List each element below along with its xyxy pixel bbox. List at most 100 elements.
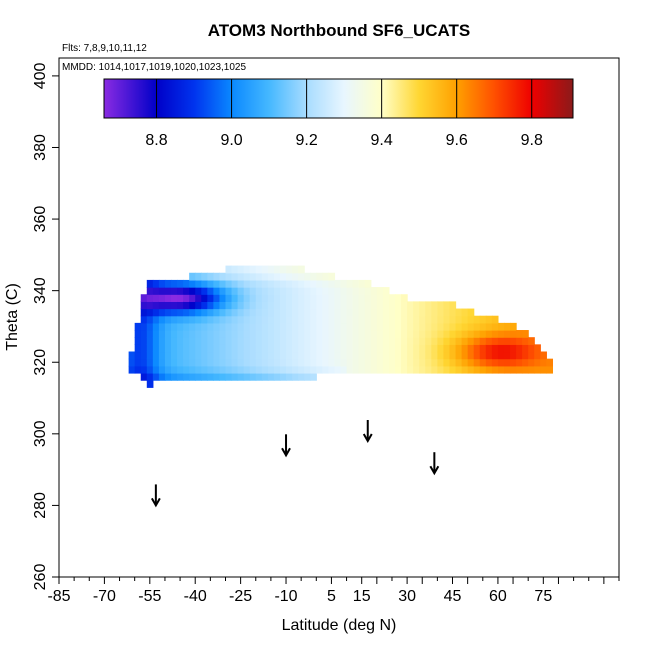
heatmap-cell bbox=[340, 294, 348, 302]
heatmap-cell bbox=[364, 344, 372, 353]
heatmap-cell bbox=[425, 337, 432, 345]
heatmap-cell bbox=[225, 330, 233, 338]
heatmap-cell bbox=[207, 294, 214, 302]
heatmap-cell bbox=[352, 330, 360, 338]
heatmap-cell bbox=[516, 337, 523, 345]
heatmap-cell bbox=[503, 330, 511, 338]
heatmap-cell bbox=[503, 337, 511, 345]
heatmap-cell bbox=[146, 294, 154, 302]
heatmap-cell bbox=[455, 351, 463, 360]
heatmap-cell bbox=[528, 337, 535, 345]
heatmap-cell bbox=[195, 272, 202, 281]
heatmap-cell bbox=[249, 344, 257, 353]
heatmap-cell bbox=[388, 301, 396, 310]
heatmap-cell bbox=[491, 358, 499, 367]
heatmap-cell bbox=[449, 322, 457, 331]
heatmap-cell bbox=[207, 351, 214, 360]
heatmap-cell bbox=[225, 272, 233, 281]
heatmap-cell bbox=[485, 358, 493, 367]
heatmap-cell bbox=[225, 294, 233, 302]
heatmap-cell bbox=[455, 308, 463, 317]
heatmap-cell bbox=[243, 308, 251, 317]
heatmap-cell bbox=[370, 351, 378, 360]
heatmap-cell bbox=[195, 294, 202, 302]
heatmap-cell bbox=[279, 330, 287, 338]
heatmap-cell bbox=[189, 294, 196, 302]
heatmap-cell bbox=[158, 344, 166, 353]
heatmap-cell bbox=[328, 315, 336, 324]
heatmap-cell bbox=[382, 322, 390, 331]
heatmap-cell bbox=[407, 301, 414, 310]
heatmap-cell bbox=[395, 344, 402, 353]
heatmap-cell bbox=[346, 301, 354, 310]
heatmap-cell bbox=[491, 330, 499, 338]
heatmap-cell bbox=[316, 322, 323, 331]
heatmap-cell bbox=[255, 344, 263, 353]
heatmap-cell bbox=[213, 344, 221, 353]
heatmap-cell bbox=[279, 337, 287, 345]
heatmap-cell bbox=[140, 351, 148, 360]
heatmap-cell bbox=[407, 365, 414, 374]
heatmap-cell bbox=[455, 322, 463, 331]
heatmap-cell bbox=[273, 372, 281, 381]
heatmap-cell bbox=[134, 358, 142, 367]
heatmap-cell bbox=[158, 294, 166, 302]
heatmap-cell bbox=[201, 322, 208, 331]
heatmap-cell bbox=[497, 322, 505, 331]
heatmap-cell bbox=[261, 365, 269, 374]
heatmap-cell bbox=[255, 365, 263, 374]
heatmap-cell bbox=[219, 279, 227, 288]
heatmap-cell bbox=[279, 344, 287, 353]
heatmap-cell bbox=[213, 301, 221, 310]
heatmap-cell bbox=[461, 315, 469, 324]
heatmap-cell bbox=[401, 294, 408, 302]
heatmap-cell bbox=[152, 372, 160, 381]
heatmap-cell bbox=[364, 294, 372, 302]
heatmap-cell bbox=[437, 365, 445, 374]
heatmap-cell bbox=[419, 337, 426, 345]
heatmap-cell bbox=[255, 308, 263, 317]
heatmap-cell bbox=[292, 315, 299, 324]
heatmap-cell bbox=[243, 365, 251, 374]
heatmap-cell bbox=[146, 330, 154, 338]
colorbar-tick-label: 9.6 bbox=[446, 132, 468, 149]
heatmap-cell bbox=[510, 337, 517, 345]
heatmap-cell bbox=[346, 279, 354, 288]
heatmap-cell bbox=[503, 358, 511, 367]
heatmap-cell bbox=[455, 344, 463, 353]
heatmap-cell bbox=[497, 358, 505, 367]
heatmap-cell bbox=[340, 365, 348, 374]
heatmap-cell bbox=[413, 365, 420, 374]
heatmap-cell bbox=[316, 279, 323, 288]
heatmap-cell bbox=[334, 344, 342, 353]
heatmap-cell bbox=[261, 337, 269, 345]
heatmap-cell bbox=[485, 365, 493, 374]
heatmap-cell bbox=[449, 330, 457, 338]
heatmap-cell bbox=[310, 358, 317, 367]
heatmap-cell bbox=[273, 358, 281, 367]
heatmap-cell bbox=[195, 301, 202, 310]
heatmap-cell bbox=[286, 265, 293, 274]
heatmap-cell bbox=[195, 315, 202, 324]
heatmap-cell bbox=[401, 308, 408, 317]
heatmap-cell bbox=[443, 365, 451, 374]
heatmap-cell bbox=[443, 337, 451, 345]
heatmap-cell bbox=[473, 322, 481, 331]
heatmap-cell bbox=[201, 330, 208, 338]
heatmap-cell bbox=[540, 358, 547, 367]
heatmap-cell bbox=[425, 308, 432, 317]
x-tick-label: -40 bbox=[184, 588, 207, 605]
heatmap-cell bbox=[286, 330, 293, 338]
dates-label: MMDD: 1014,1017,1019,1020,1023,1025 bbox=[62, 62, 246, 73]
heatmap-cell bbox=[322, 287, 330, 295]
heatmap-cell bbox=[195, 337, 202, 345]
x-tick-label: 15 bbox=[353, 588, 371, 605]
heatmap-cell bbox=[225, 365, 233, 374]
heatmap-cell bbox=[461, 365, 469, 374]
heatmap-cell bbox=[267, 315, 275, 324]
heatmap-cell bbox=[310, 337, 317, 345]
heatmap-cell bbox=[491, 315, 499, 324]
heatmap-cell bbox=[437, 337, 445, 345]
y-tick-label: 400 bbox=[32, 62, 49, 89]
heatmap-cell bbox=[243, 279, 251, 288]
